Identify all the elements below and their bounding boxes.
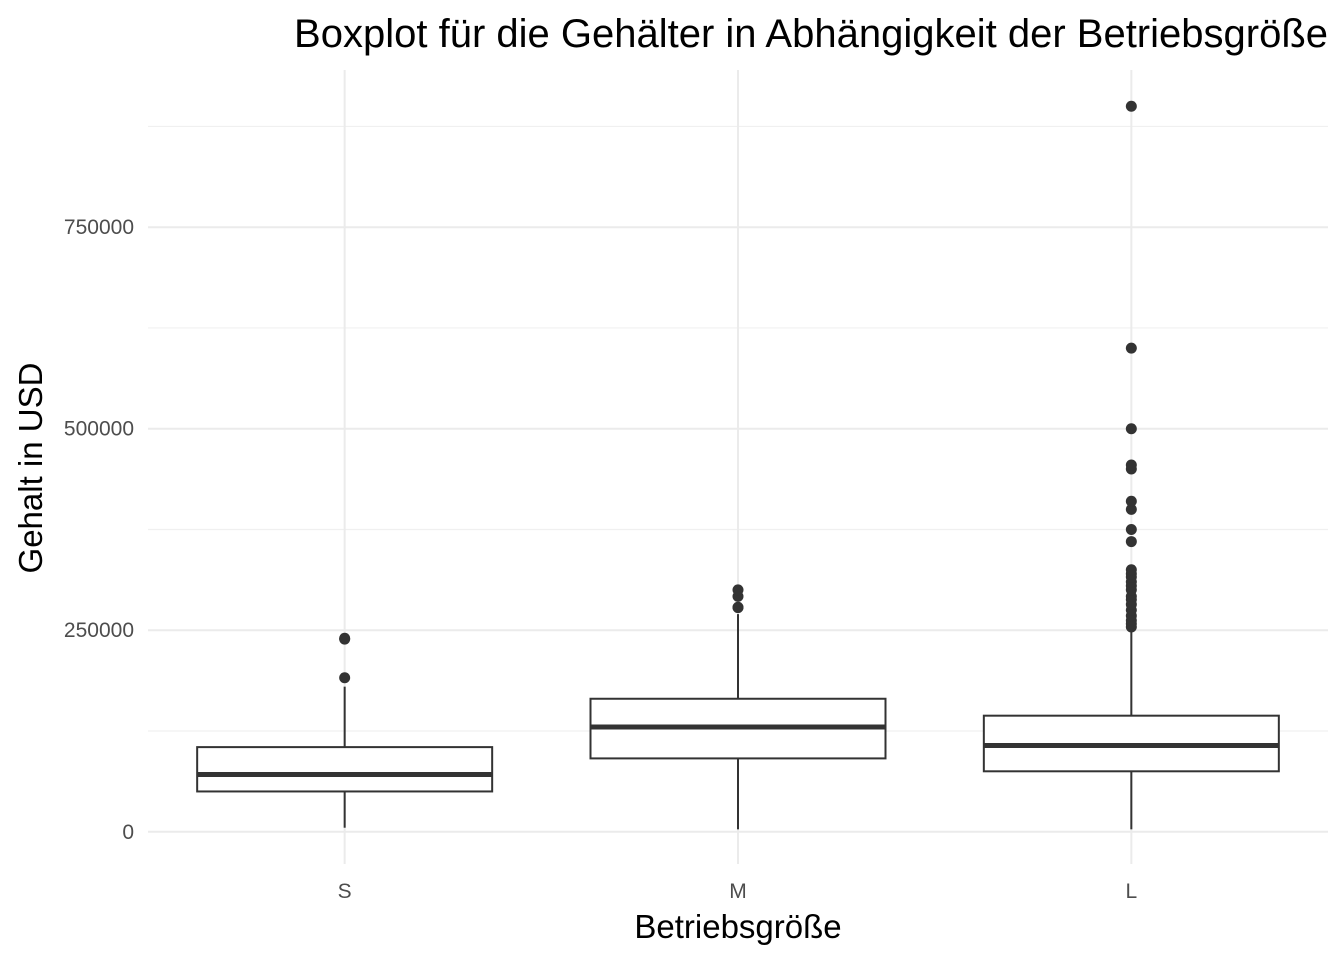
y-tick-label: 250000 [64, 619, 134, 642]
x-axis-title: Betriebsgröße [634, 908, 841, 945]
box-iqr [196, 746, 494, 793]
outlier-point [1125, 523, 1137, 535]
outlier-point [1125, 564, 1137, 576]
outlier-point [732, 584, 744, 596]
outlier-point [1125, 459, 1137, 471]
box-M [589, 614, 887, 830]
outlier-point [1125, 342, 1137, 354]
outliers [339, 100, 1137, 684]
y-tick-label: 750000 [64, 216, 134, 239]
outlier-point [732, 601, 744, 613]
outlier-point [339, 672, 351, 684]
y-axis-tick-labels: 0 250000 500000 750000 [64, 216, 134, 844]
outlier-point [1125, 495, 1137, 507]
box-L [982, 630, 1280, 830]
y-tick-label: 500000 [64, 418, 134, 441]
outlier-point [1125, 100, 1137, 112]
y-axis-title: Gehalt in USD [12, 363, 49, 574]
y-tick-label: 0 [122, 821, 134, 844]
outlier-point [1125, 423, 1137, 435]
outlier-point [1125, 503, 1137, 515]
chart-title: Boxplot für die Gehälter in Abhängigkeit… [294, 12, 1328, 56]
outlier-point [339, 632, 351, 644]
x-tick-label: M [729, 880, 747, 903]
x-tick-label: S [338, 880, 352, 903]
boxes [196, 614, 1280, 830]
box-S [196, 686, 494, 828]
outlier-point [1125, 536, 1137, 548]
x-tick-label: L [1125, 880, 1137, 903]
